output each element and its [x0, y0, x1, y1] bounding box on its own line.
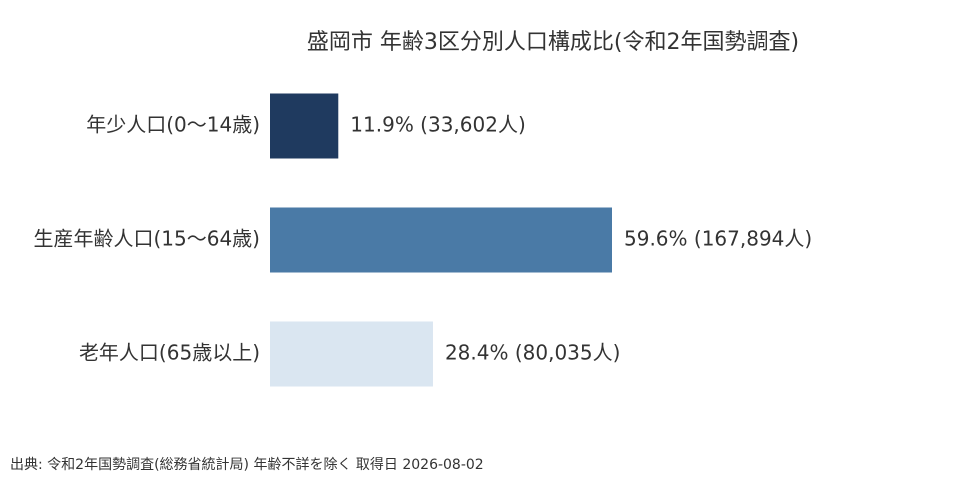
value-label: 59.6% (167,894人) — [624, 227, 812, 251]
bar — [270, 207, 612, 273]
source-note: 出典: 令和2年国勢調査(総務省統計局) 年齢不詳を除く 取得日 2026-08… — [10, 456, 484, 473]
value-label: 28.4% (80,035人) — [445, 341, 620, 365]
value-label: 11.9% (33,602人) — [350, 113, 525, 137]
bar — [270, 321, 433, 387]
category-label: 老年人口(65歳以上) — [79, 341, 260, 365]
bar — [270, 93, 339, 159]
category-label: 生産年齢人口(15〜64歳) — [33, 227, 260, 251]
category-label: 年少人口(0〜14歳) — [86, 113, 260, 137]
chart-title: 盛岡市 年齢3区分別人口構成比(令和2年国勢調査) — [307, 30, 799, 55]
